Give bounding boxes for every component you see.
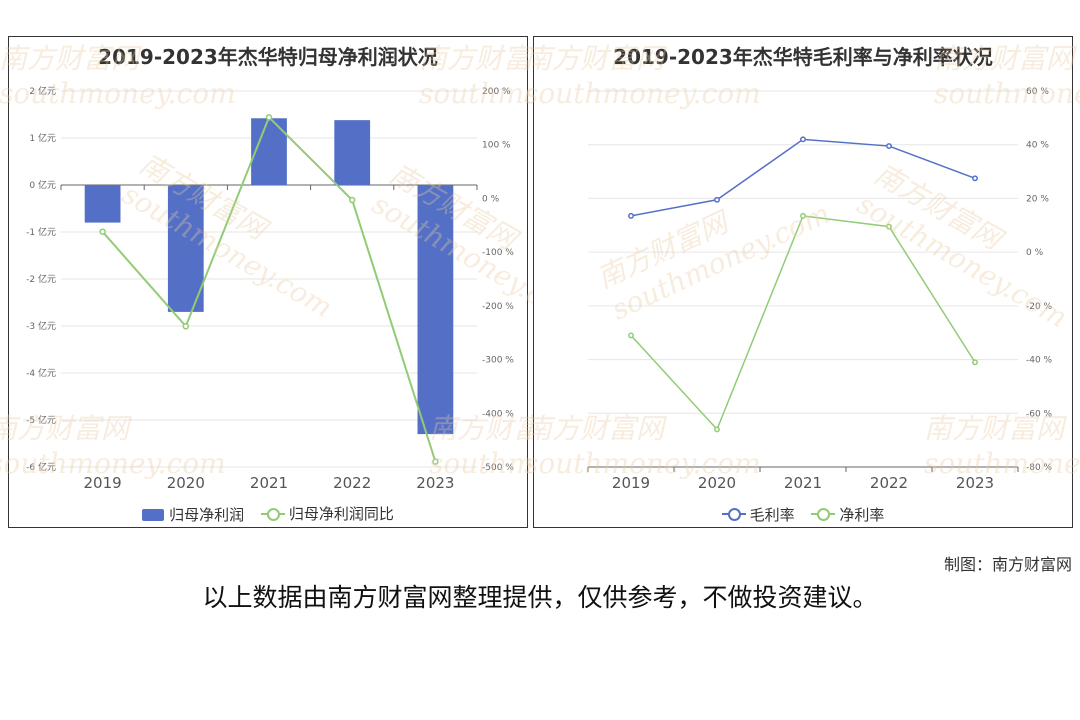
line-swatch-icon xyxy=(721,507,746,521)
legend-item-net-profit-yoy[interactable]: 归母净利润同比 xyxy=(260,503,394,524)
point-net-margin xyxy=(800,212,806,219)
left-axis-tick-label: -4 亿元 xyxy=(26,367,56,379)
legend-item-net-profit[interactable]: 归母净利润 xyxy=(142,504,244,525)
left-axis-tick-label: -5 亿元 xyxy=(26,414,56,426)
right-axis-tick-label: -400 % xyxy=(482,409,514,419)
point-net-margin xyxy=(972,359,978,366)
left-axis-tick-label: -1 亿元 xyxy=(26,226,56,238)
right-axis-tick-label: -300 % xyxy=(482,356,514,366)
point-gross-margin xyxy=(714,196,720,203)
line-gross-margin xyxy=(630,138,976,217)
line-swatch-icon xyxy=(811,507,836,521)
chart-legend: 毛利率 净利率 xyxy=(534,504,1072,526)
right-axis-tick-label: 0 % xyxy=(1026,248,1044,258)
bar-net-profit xyxy=(251,118,287,185)
point-gross-margin xyxy=(886,143,892,150)
right-axis-tick-label: -40 % xyxy=(1026,356,1053,366)
left-axis-tick-label: 1 亿元 xyxy=(29,132,56,144)
legend-label: 毛利率 xyxy=(749,505,795,524)
right-axis-tick-label: -200 % xyxy=(482,302,514,312)
x-category-label: 2021 xyxy=(784,474,822,492)
line-net-margin xyxy=(630,215,976,431)
left-axis-tick-label: -6 亿元 xyxy=(26,461,56,473)
right-axis-tick-label: 0 % xyxy=(482,194,500,204)
x-category-label: 2023 xyxy=(956,474,994,492)
chart-title: 2019-2023年杰华特归母净利润状况 xyxy=(98,45,438,69)
chart-credit: 制图：南方财富网 xyxy=(943,555,1072,574)
left-axis-tick-label: -2 亿元 xyxy=(26,273,56,285)
right-axis-tick-label: 60 % xyxy=(1026,87,1049,97)
point-net-profit-yoy xyxy=(99,228,106,235)
bar-net-profit xyxy=(417,185,454,435)
bar-swatch-icon xyxy=(142,508,165,521)
legend-item-gross-margin[interactable]: 毛利率 xyxy=(721,504,795,525)
x-category-label: 2023 xyxy=(416,474,454,492)
net-profit-chart-svg: 2 亿元 1 亿元 0 亿元 -1 亿元 -2 亿元 -3 亿元 -4 亿元 -5 亿元 -6 … xyxy=(26,85,514,492)
x-category-label: 2019 xyxy=(84,474,122,492)
point-net-profit-yoy xyxy=(265,114,273,121)
left-axis-tick-label: 0 亿元 xyxy=(29,179,56,191)
x-category-label: 2022 xyxy=(333,474,371,492)
x-category-label: 2019 xyxy=(612,474,650,492)
right-axis-tick-label: -100 % xyxy=(482,248,514,258)
disclaimer-text: 以上数据由南方财富网整理提供，仅供参考，不做投资建议。 xyxy=(202,583,878,612)
point-net-profit-yoy xyxy=(182,323,190,330)
right-axis-tick-label: -60 % xyxy=(1026,409,1053,419)
left-axis-tick-label: -3 亿元 xyxy=(26,320,56,332)
point-net-margin xyxy=(628,332,634,339)
chart-title: 2019-2023年杰华特毛利率与净利率状况 xyxy=(613,45,993,69)
legend-item-net-margin[interactable]: 净利率 xyxy=(811,504,884,525)
bar-net-profit xyxy=(334,120,371,185)
right-axis-tick-label: 100 % xyxy=(482,141,511,151)
right-axis-tick-label: 20 % xyxy=(1026,194,1049,204)
bar-net-profit xyxy=(84,185,121,223)
x-category-label: 2022 xyxy=(870,474,908,492)
margin-chart-panel: 60 % 40 % 20 % 0 % -20 % -40 % -60 % -80 % 2019 2… xyxy=(524,36,1080,528)
right-axis-tick-label: -500 % xyxy=(482,463,514,473)
legend-label: 归母净利润 xyxy=(169,506,245,524)
point-net-margin xyxy=(886,223,892,230)
right-axis-tick-label: 200 % xyxy=(482,87,511,97)
line-swatch-icon xyxy=(260,507,285,521)
right-axis-tick-label: 40 % xyxy=(1026,141,1049,151)
legend-label: 净利率 xyxy=(839,505,885,524)
point-gross-margin xyxy=(628,212,634,219)
right-axis-tick-label: -80 % xyxy=(1026,463,1053,473)
left-axis-tick-label: 2 亿元 xyxy=(29,85,56,97)
margin-chart-svg: 60 % 40 % 20 % 0 % -20 % -40 % -60 % -80 % 2019 2… xyxy=(587,87,1053,492)
x-category-label: 2020 xyxy=(698,474,736,492)
x-category-label: 2021 xyxy=(250,474,288,492)
point-net-profit-yoy xyxy=(348,196,356,204)
chart-legend: 归母净利润 归母净利润同比 xyxy=(9,503,527,525)
point-gross-margin xyxy=(972,175,978,182)
x-category-label: 2020 xyxy=(167,474,205,492)
point-gross-margin xyxy=(800,136,806,143)
net-profit-chart-panel: 2 亿元 1 亿元 0 亿元 -1 亿元 -2 亿元 -3 亿元 -4 亿元 -5 亿元 -6 … xyxy=(0,36,666,528)
bar-net-profit xyxy=(167,185,204,312)
point-net-profit-yoy xyxy=(432,458,439,465)
right-axis-tick-label: -20 % xyxy=(1026,302,1053,312)
legend-label: 归母净利润同比 xyxy=(288,505,394,523)
point-net-margin xyxy=(714,426,720,433)
